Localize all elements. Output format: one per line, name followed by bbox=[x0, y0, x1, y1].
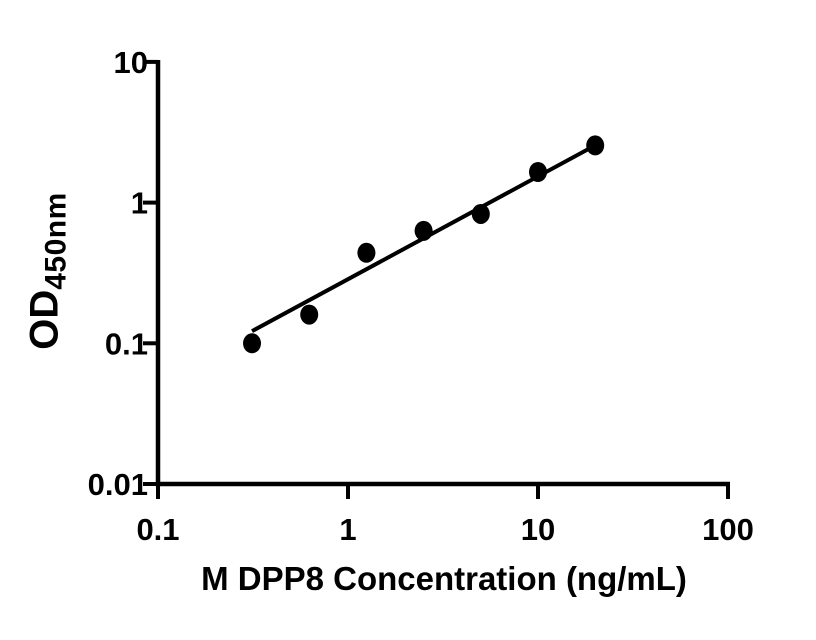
data-point bbox=[471, 203, 490, 224]
x-axis-title: M DPP8 Concentration (ng/mL) bbox=[201, 560, 687, 597]
data-point bbox=[357, 242, 376, 263]
data-point bbox=[529, 162, 547, 183]
data-point bbox=[586, 135, 605, 156]
data-point bbox=[243, 333, 262, 354]
y-tick-label: 0.01 bbox=[88, 467, 148, 502]
data-point bbox=[300, 304, 319, 325]
x-tick-label: 0.1 bbox=[136, 512, 179, 547]
y-tick-label: 10 bbox=[114, 45, 148, 80]
y-axis-title-subscript: 450nm bbox=[39, 192, 73, 290]
y-tick-label: 1 bbox=[131, 186, 148, 221]
x-tick-label: 100 bbox=[702, 512, 754, 547]
y-axis-title-main: OD bbox=[22, 289, 67, 350]
data-point bbox=[414, 220, 433, 241]
y-tick-label: 0.1 bbox=[105, 326, 148, 361]
x-tick-label: 10 bbox=[521, 512, 555, 547]
x-tick-label: 1 bbox=[339, 512, 356, 547]
y-axis-title: OD450nm bbox=[23, 192, 74, 350]
